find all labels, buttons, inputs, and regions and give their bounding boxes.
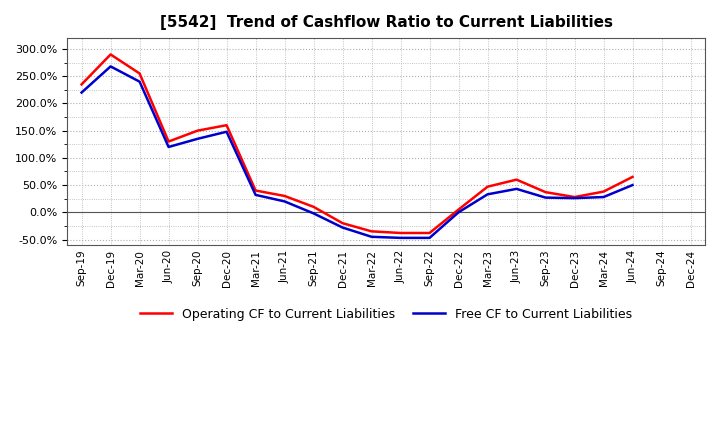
Free CF to Current Liabilities — [483, 192, 492, 197]
Legend: Operating CF to Current Liabilities, Free CF to Current Liabilities: Operating CF to Current Liabilities, Fre… — [135, 303, 636, 326]
Operating CF to Current Liabilities — [426, 230, 434, 235]
Free CF to Current Liabilities — [164, 144, 173, 150]
Operating CF to Current Liabilities — [222, 123, 231, 128]
Free CF to Current Liabilities — [193, 136, 202, 141]
Free CF to Current Liabilities — [454, 209, 463, 215]
Operating CF to Current Liabilities — [628, 174, 636, 180]
Operating CF to Current Liabilities — [338, 220, 347, 226]
Free CF to Current Liabilities — [367, 234, 376, 239]
Title: [5542]  Trend of Cashflow Ratio to Current Liabilities: [5542] Trend of Cashflow Ratio to Curren… — [160, 15, 613, 30]
Operating CF to Current Liabilities — [309, 204, 318, 209]
Line: Operating CF to Current Liabilities: Operating CF to Current Liabilities — [81, 55, 632, 233]
Operating CF to Current Liabilities — [570, 194, 579, 200]
Line: Free CF to Current Liabilities: Free CF to Current Liabilities — [81, 66, 632, 238]
Free CF to Current Liabilities — [135, 79, 144, 84]
Operating CF to Current Liabilities — [164, 139, 173, 144]
Free CF to Current Liabilities — [512, 186, 521, 191]
Free CF to Current Liabilities — [309, 211, 318, 216]
Operating CF to Current Liabilities — [396, 230, 405, 235]
Free CF to Current Liabilities — [541, 195, 550, 200]
Operating CF to Current Liabilities — [107, 52, 115, 57]
Operating CF to Current Liabilities — [77, 82, 86, 87]
Operating CF to Current Liabilities — [483, 184, 492, 189]
Free CF to Current Liabilities — [77, 90, 86, 95]
Operating CF to Current Liabilities — [193, 128, 202, 133]
Free CF to Current Liabilities — [570, 195, 579, 201]
Operating CF to Current Liabilities — [454, 207, 463, 212]
Free CF to Current Liabilities — [396, 235, 405, 241]
Operating CF to Current Liabilities — [280, 193, 289, 198]
Operating CF to Current Liabilities — [135, 71, 144, 76]
Operating CF to Current Liabilities — [251, 188, 260, 193]
Free CF to Current Liabilities — [251, 192, 260, 198]
Free CF to Current Liabilities — [599, 194, 608, 200]
Free CF to Current Liabilities — [222, 129, 231, 134]
Free CF to Current Liabilities — [628, 183, 636, 188]
Free CF to Current Liabilities — [426, 235, 434, 241]
Free CF to Current Liabilities — [280, 199, 289, 204]
Operating CF to Current Liabilities — [599, 189, 608, 194]
Operating CF to Current Liabilities — [367, 229, 376, 234]
Operating CF to Current Liabilities — [512, 177, 521, 182]
Operating CF to Current Liabilities — [541, 190, 550, 195]
Free CF to Current Liabilities — [338, 225, 347, 230]
Free CF to Current Liabilities — [107, 64, 115, 69]
